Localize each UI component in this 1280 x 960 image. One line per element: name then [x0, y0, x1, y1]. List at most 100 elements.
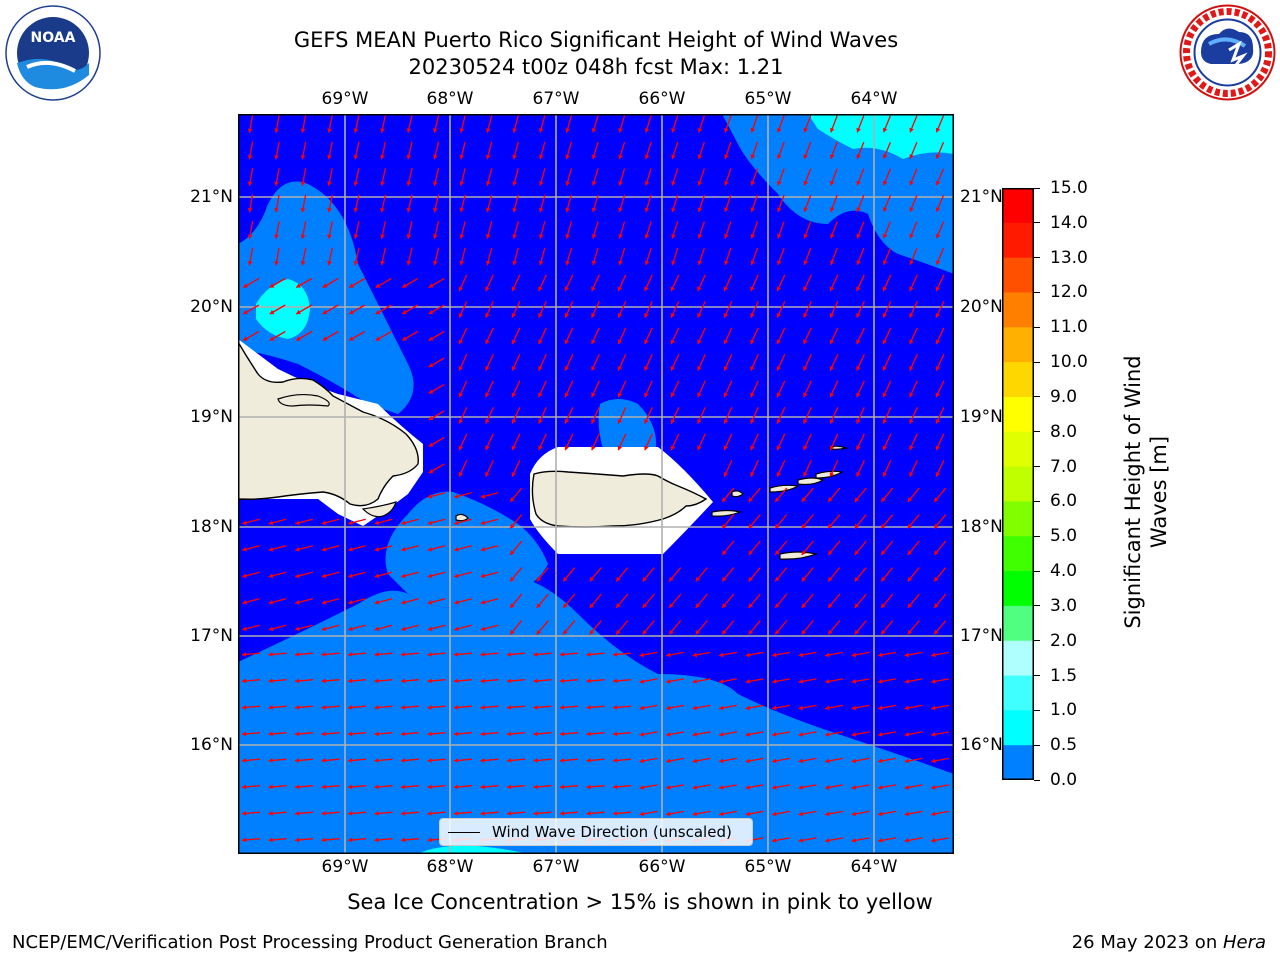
- wave-direction-arrow: [803, 168, 812, 186]
- wave-direction-arrow: [536, 620, 549, 635]
- wave-direction-arrow: [274, 115, 280, 133]
- footer-credit: NCEP/EMC/Verification Post Processing Pr…: [12, 932, 608, 953]
- wave-direction-arrow: [750, 274, 759, 292]
- wave-direction-arrow: [454, 545, 472, 552]
- wave-direction-arrow: [459, 221, 466, 239]
- lon-label-bottom: 68°W: [426, 857, 474, 877]
- colorbar-tick-label: 1.5: [1050, 665, 1078, 686]
- wave-direction-arrow: [401, 304, 419, 315]
- wave-direction-arrow: [670, 380, 680, 398]
- wave-direction-arrow: [670, 274, 680, 292]
- wave-direction-arrow: [909, 141, 918, 160]
- wave-direction-arrow: [877, 757, 897, 764]
- wave-direction-arrow: [347, 678, 367, 684]
- wave-direction-arrow: [771, 837, 791, 843]
- colorbar-segment: [1002, 396, 1034, 433]
- colorbar-tick-label: 0.5: [1050, 735, 1078, 756]
- wave-direction-arrow: [591, 115, 599, 133]
- wave-direction-arrow: [559, 731, 579, 737]
- wave-direction-arrow: [300, 168, 307, 186]
- wave-direction-arrow: [824, 651, 844, 658]
- colorbar-segment: [1002, 745, 1034, 781]
- wave-direction-arrow: [803, 380, 812, 398]
- wave-direction-arrow: [803, 247, 812, 266]
- wave-direction-arrow: [538, 354, 547, 371]
- wave-direction-arrow: [856, 433, 865, 451]
- wave-direction-arrow: [538, 168, 546, 186]
- wave-direction-arrow: [591, 354, 600, 371]
- wave-direction-arrow: [401, 624, 419, 632]
- wave-direction-arrow: [882, 327, 892, 345]
- wave-direction-arrow: [433, 168, 440, 186]
- wave-direction-arrow: [268, 598, 287, 605]
- wave-direction-arrow: [644, 301, 653, 318]
- wave-direction-arrow: [480, 571, 499, 579]
- wave-direction-arrow: [295, 545, 313, 552]
- wave-direction-arrow: [247, 114, 254, 134]
- wave-direction-arrow: [671, 168, 679, 186]
- wave-direction-arrow: [564, 354, 574, 371]
- lat-label-right: 19°N: [960, 407, 1003, 427]
- wave-direction-arrow: [406, 141, 413, 160]
- colorbar-segment: [1002, 605, 1034, 642]
- wave-direction-arrow: [644, 247, 652, 266]
- wave-direction-arrow: [506, 652, 526, 657]
- wave-direction-arrow: [268, 571, 287, 579]
- wave-direction-arrow: [829, 407, 839, 424]
- wave-direction-arrow: [718, 651, 738, 658]
- wave-direction-arrow: [374, 518, 393, 526]
- wave-direction-arrow: [269, 277, 286, 289]
- wave-direction-arrow: [856, 247, 865, 266]
- lon-label-top: 69°W: [321, 89, 369, 109]
- wave-direction-arrow: [353, 221, 360, 239]
- colorbar-tick-label: 10.0: [1050, 352, 1088, 373]
- wave-direction-arrow: [433, 221, 440, 239]
- wave-direction-arrow: [803, 274, 812, 292]
- wave-direction-arrow: [591, 194, 599, 213]
- wave-direction-arrow: [798, 731, 817, 737]
- wave-direction-arrow: [824, 810, 844, 817]
- wave-direction-arrow: [268, 652, 287, 657]
- st-croix-island: [779, 551, 819, 560]
- colorbar-segment: [1002, 466, 1034, 503]
- wave-direction-arrow: [353, 141, 360, 160]
- wave-direction-arrow: [697, 194, 706, 213]
- wave-direction-arrow: [327, 221, 333, 239]
- wave-direction-arrow: [692, 757, 711, 764]
- wave-direction-arrow: [801, 487, 814, 503]
- st-thomas-island: [769, 484, 800, 493]
- lon-label-top: 68°W: [426, 89, 474, 109]
- wave-direction-arrow: [803, 407, 812, 424]
- lat-label-right: 20°N: [960, 297, 1003, 317]
- colorbar-label-line1: Significant Height of Wind: [1121, 355, 1145, 629]
- legend-line-icon: [448, 831, 480, 833]
- wave-direction-arrow: [453, 784, 473, 790]
- wave-direction-arrow: [295, 330, 313, 342]
- wave-direction-arrow: [485, 460, 494, 477]
- wave-direction-arrow: [801, 540, 814, 556]
- wave-direction-arrow: [612, 758, 632, 763]
- wave-direction-arrow: [851, 784, 870, 790]
- tortola-island: [815, 470, 844, 479]
- wave-direction-arrow: [511, 380, 521, 398]
- vieques-island: [711, 509, 742, 517]
- wave-direction-arrow: [670, 433, 680, 451]
- wave-direction-arrow: [427, 678, 446, 684]
- wave-direction-arrow: [803, 460, 812, 477]
- wave-direction-arrow: [776, 301, 786, 318]
- wave-direction-arrow: [670, 354, 680, 371]
- wave-direction-arrow: [242, 330, 260, 342]
- wave-direction-arrow: [721, 567, 735, 582]
- wave-direction-arrow: [880, 540, 894, 556]
- wave-direction-arrow: [665, 704, 685, 711]
- colorbar-tick-label: 12.0: [1050, 282, 1088, 303]
- wave-direction-arrow: [559, 705, 579, 710]
- wave-direction-arrow: [827, 540, 841, 556]
- wave-direction-arrow: [247, 220, 254, 240]
- wave-direction-arrow: [854, 593, 867, 609]
- hispaniola-north-coast: [277, 393, 330, 407]
- wave-direction-arrow: [433, 247, 440, 266]
- wave-direction-arrow: [589, 567, 602, 582]
- wave-direction-arrow: [644, 115, 652, 133]
- wave-direction-arrow: [882, 194, 892, 213]
